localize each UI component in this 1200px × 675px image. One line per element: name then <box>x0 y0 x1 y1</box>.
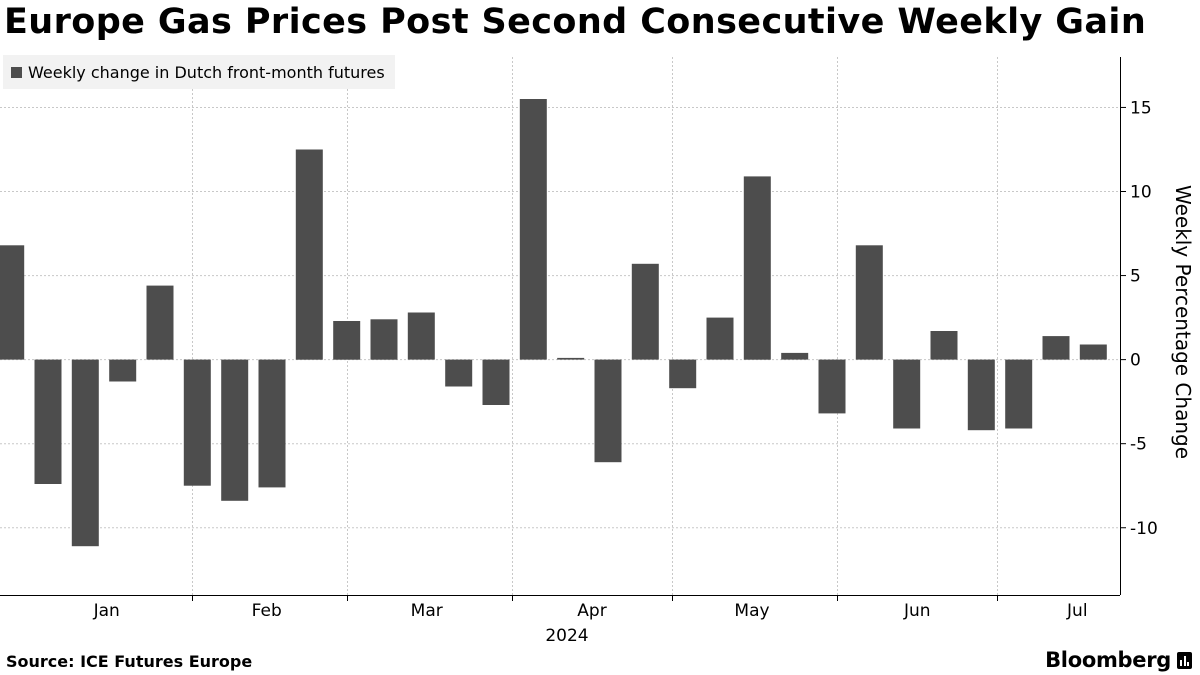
bar <box>706 317 734 360</box>
bar <box>930 331 958 360</box>
bar <box>333 321 361 360</box>
x-tick-label: Jan <box>93 601 120 621</box>
x-tick-label: May <box>734 601 769 621</box>
legend-swatch <box>11 66 22 78</box>
bar <box>855 245 883 360</box>
x-axis-year-label: 2024 <box>545 626 588 646</box>
bar <box>34 359 62 484</box>
bar <box>818 359 846 414</box>
bar <box>407 312 435 360</box>
y-tick-label: 0 <box>1130 351 1141 371</box>
y-tick-label: 10 <box>1130 183 1152 203</box>
axes: 15 10 5 0 -5 -10 Jan Feb Mar Apr May Jun Jul <box>0 57 1158 621</box>
bar <box>743 176 771 360</box>
bar <box>221 359 249 501</box>
bar <box>370 319 398 360</box>
x-tick-label: Jul <box>1066 601 1088 621</box>
bar <box>519 99 547 360</box>
bar <box>1042 336 1070 360</box>
bar <box>183 359 211 486</box>
bar <box>0 245 25 360</box>
bar <box>482 359 510 405</box>
y-tick-label: 15 <box>1130 98 1152 118</box>
bar <box>146 285 174 360</box>
y-tick-label: 5 <box>1130 267 1141 287</box>
x-tick-label: Feb <box>252 601 282 621</box>
gridlines <box>0 57 1120 595</box>
source-note: Source: ICE Futures Europe <box>6 652 253 671</box>
bar <box>71 359 99 547</box>
brand-wordmark: Bloomberg <box>1045 648 1171 672</box>
bar <box>557 357 585 360</box>
y-tick-label: -5 <box>1130 435 1147 455</box>
legend: Weekly change in Dutch front-month futur… <box>3 55 395 89</box>
legend-label: Weekly change in Dutch front-month futur… <box>28 62 385 82</box>
bar-series <box>0 99 1107 547</box>
x-tick-label: Apr <box>577 601 606 621</box>
bar <box>669 359 697 389</box>
x-tick-label: Mar <box>411 601 443 621</box>
y-tick-label: -10 <box>1130 519 1158 539</box>
bar <box>258 359 286 488</box>
bar <box>893 359 921 429</box>
y-axis-title: Weekly Percentage Change <box>1171 185 1195 459</box>
bar <box>445 359 473 387</box>
bar <box>781 352 809 360</box>
bar <box>295 149 323 360</box>
bar <box>594 359 622 463</box>
bar <box>1005 359 1033 429</box>
x-tick-label: Jun <box>903 601 931 621</box>
bar <box>109 359 137 382</box>
bar <box>967 359 995 431</box>
chart-title: Europe Gas Prices Post Second Consecutiv… <box>4 2 1147 42</box>
bloomberg-logo: Bloomberg <box>1045 648 1192 672</box>
bloomberg-chart-icon <box>1177 651 1192 669</box>
bar <box>1079 344 1107 360</box>
bar <box>631 263 659 360</box>
